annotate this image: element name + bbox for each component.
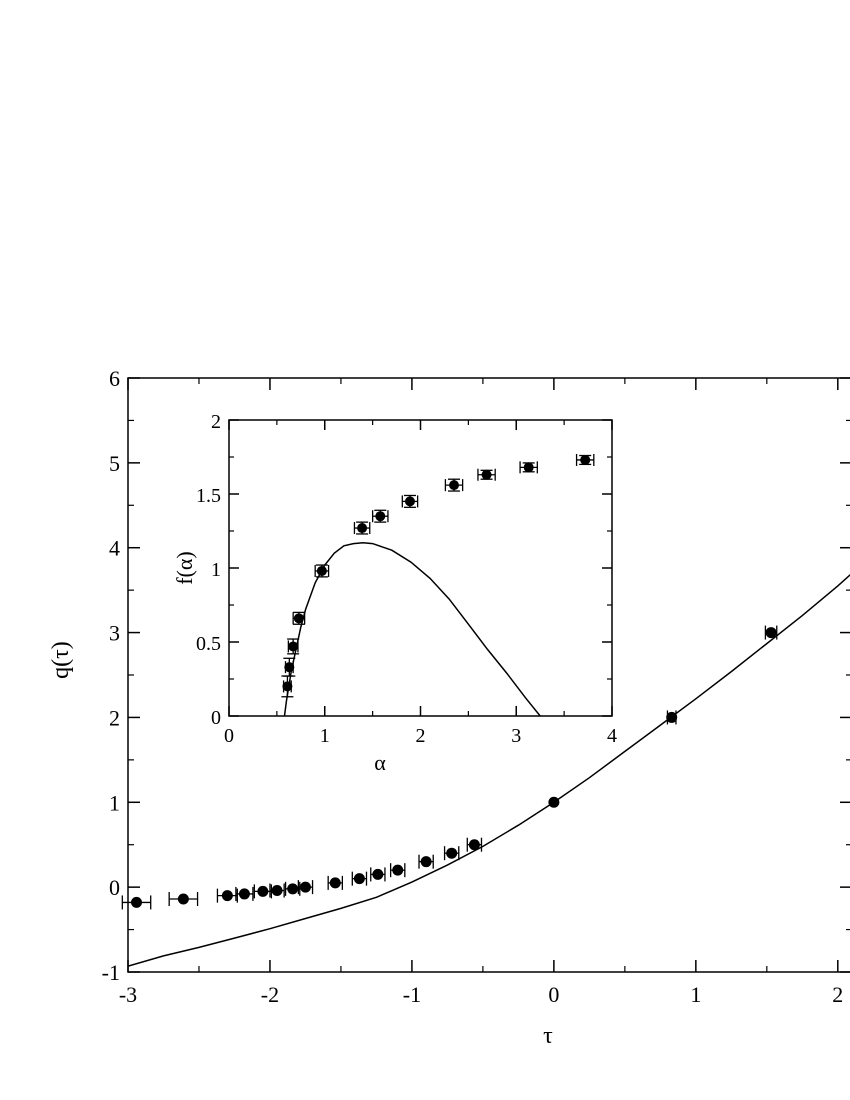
main-y-tick-label: 3 <box>109 621 120 646</box>
main-data-point-11 <box>392 864 404 876</box>
main-x-tick-label: 1 <box>690 982 701 1007</box>
main-x-tick-label: -3 <box>119 982 137 1007</box>
inset-data-point-7 <box>404 496 415 507</box>
inset-x-tick-label: 1 <box>320 725 330 747</box>
inset-fit-curve <box>283 542 541 716</box>
main-x-tick-label: 0 <box>548 982 559 1007</box>
inset-data-point-11 <box>580 454 591 465</box>
main-data-point-0 <box>131 896 143 908</box>
main-data-point-10 <box>372 868 384 880</box>
main-y-tick-label: 0 <box>109 875 120 900</box>
main-y-tick-label: 6 <box>109 366 120 391</box>
main-fit-curve <box>128 573 850 967</box>
inset-data-point-9 <box>481 469 492 480</box>
inset-data-point-8 <box>449 480 460 491</box>
inset-data-point-6 <box>375 511 386 522</box>
inset-plot: 0 1 2 3 4 0 0.5 1 1.5 2 α f(α) <box>172 411 617 775</box>
inset-data-point-3 <box>293 613 304 624</box>
inset-y-tick-label: 0 <box>211 707 221 729</box>
main-data-point-1 <box>177 893 189 905</box>
main-data-point-7 <box>299 881 311 893</box>
inset-y-tick-label: 0.5 <box>196 633 221 655</box>
main-data-point-9 <box>353 873 365 885</box>
inset-y-axis-label: f(α) <box>172 551 197 585</box>
main-data-point-15 <box>548 796 560 808</box>
inset-data-point-0 <box>282 681 293 692</box>
main-data-point-4 <box>257 885 269 897</box>
inset-x-tick-label: 3 <box>511 725 521 747</box>
inset-y-tick-label: 1.5 <box>196 485 221 507</box>
main-y-tick-label: 4 <box>109 536 120 561</box>
main-data-point-6 <box>287 883 299 895</box>
inset-plot-frame <box>228 419 613 717</box>
inset-data-point-5 <box>357 523 368 534</box>
main-data-point-5 <box>271 885 283 897</box>
inset-y-tick-label: 2 <box>211 411 221 433</box>
main-x-axis-label: τ <box>543 1023 553 1049</box>
inset-x-tick-label: 4 <box>607 725 617 747</box>
main-y-tick-label: 5 <box>109 451 120 476</box>
inset-x-tick-label: 0 <box>224 725 234 747</box>
main-data-point-2 <box>221 890 233 902</box>
main-data-point-8 <box>329 877 341 889</box>
inset-data-point-10 <box>523 462 534 473</box>
main-x-tick-label: -1 <box>403 982 421 1007</box>
main-data-point-14 <box>468 839 480 851</box>
main-data-point-3 <box>238 888 250 900</box>
main-y-tick-label: 2 <box>109 705 120 730</box>
main-x-tick-label: -2 <box>261 982 279 1007</box>
main-y-axis-label: q(τ) <box>48 641 74 679</box>
inset-y-tick-label: 1 <box>211 559 221 581</box>
main-data-point-13 <box>446 847 458 859</box>
inset-data-point-2 <box>288 641 299 652</box>
main-data-point-12 <box>420 856 432 868</box>
main-y-tick-label: 1 <box>109 790 120 815</box>
main-data-point-17 <box>765 627 777 639</box>
main-x-tick-label: 2 <box>832 982 843 1007</box>
main-y-tick-label: -1 <box>102 960 120 985</box>
main-data-point-16 <box>666 711 678 723</box>
inset-x-tick-label: 2 <box>416 725 426 747</box>
inset-data-point-1 <box>284 662 295 673</box>
inset-data-point-4 <box>316 565 327 576</box>
inset-x-axis-label: α <box>374 750 386 775</box>
